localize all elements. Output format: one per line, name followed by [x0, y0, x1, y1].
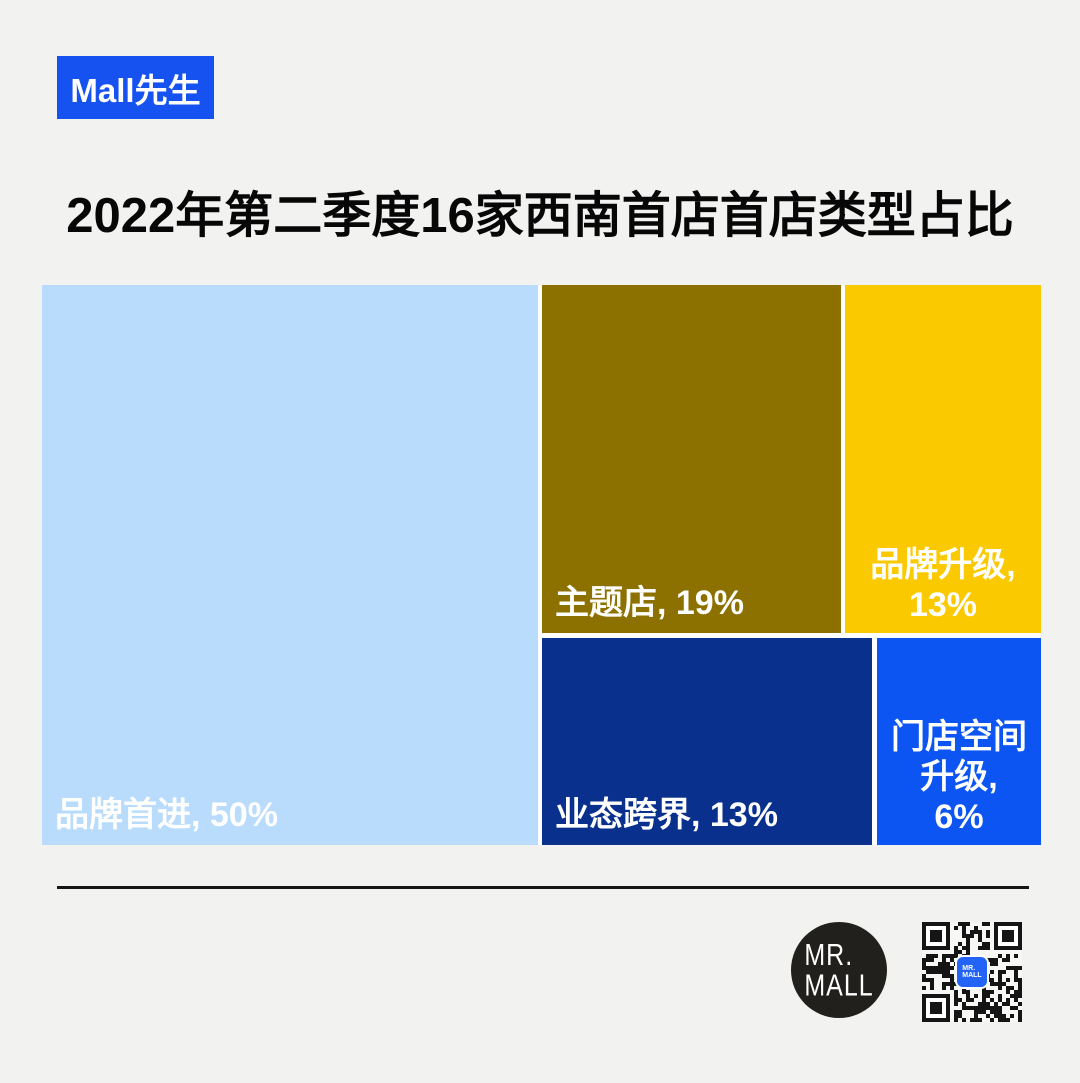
qr-center-logo-text: MR. MALL [962, 965, 981, 980]
tile-label-line: 主题店, 19% [555, 583, 744, 622]
tile-label: 主题店, 19% [555, 583, 835, 623]
qr-logo-line-1: MR. [962, 964, 976, 972]
treemap-chart: 品牌首进, 50% 主题店, 19% 品牌升级, 13% 业态跨界, 13% 门… [42, 285, 1041, 845]
treemap-tile-pinpai-shengji: 品牌升级, 13% [845, 285, 1041, 633]
treemap-tile-yetai-kuajie: 业态跨界, 13% [542, 638, 872, 845]
qr-logo-line-2: MALL [962, 972, 982, 979]
brand-badge-label: Mall先生 [70, 71, 201, 109]
tile-label-line: 6% [934, 797, 984, 836]
tile-label-line: 门店空间 [891, 717, 1027, 756]
tile-label: 品牌升级, 13% [849, 545, 1037, 625]
qr-center-logo: MR. MALL [957, 957, 987, 987]
logo-line-1: MR. [804, 937, 854, 972]
tile-label-line: 品牌首进, 50% [55, 795, 278, 834]
treemap-tile-pinpai-shoujin: 品牌首进, 50% [42, 285, 538, 845]
tile-label-line: 升级, [920, 757, 998, 796]
tile-label: 门店空间 升级, 6% [881, 717, 1037, 837]
brand-badge: Mall先生 [57, 56, 214, 119]
tile-label-line: 13% [908, 585, 978, 624]
qr-finder-icon [994, 922, 1022, 950]
page-title: 2022年第二季度16家西南首店首店类型占比 [66, 189, 1014, 243]
mr-mall-logo: MR. MALL [791, 922, 887, 1018]
qr-finder-icon [922, 922, 950, 950]
qr-code: MR. MALL [922, 922, 1022, 1022]
footer-divider [57, 886, 1029, 889]
tile-label-line: 品牌升级, [870, 545, 1016, 584]
mr-mall-logo-text: MR. MALL [804, 940, 873, 1000]
tile-label-line: 业态跨界, 13% [555, 795, 778, 834]
tile-label: 品牌首进, 50% [55, 795, 532, 835]
tile-label: 业态跨界, 13% [555, 795, 866, 835]
qr-finder-icon [922, 994, 950, 1022]
treemap-tile-mendian-kongjian-shengji: 门店空间 升级, 6% [877, 638, 1041, 845]
logo-line-2: MALL [804, 967, 874, 1002]
treemap-tile-zhutidian: 主题店, 19% [542, 285, 841, 633]
